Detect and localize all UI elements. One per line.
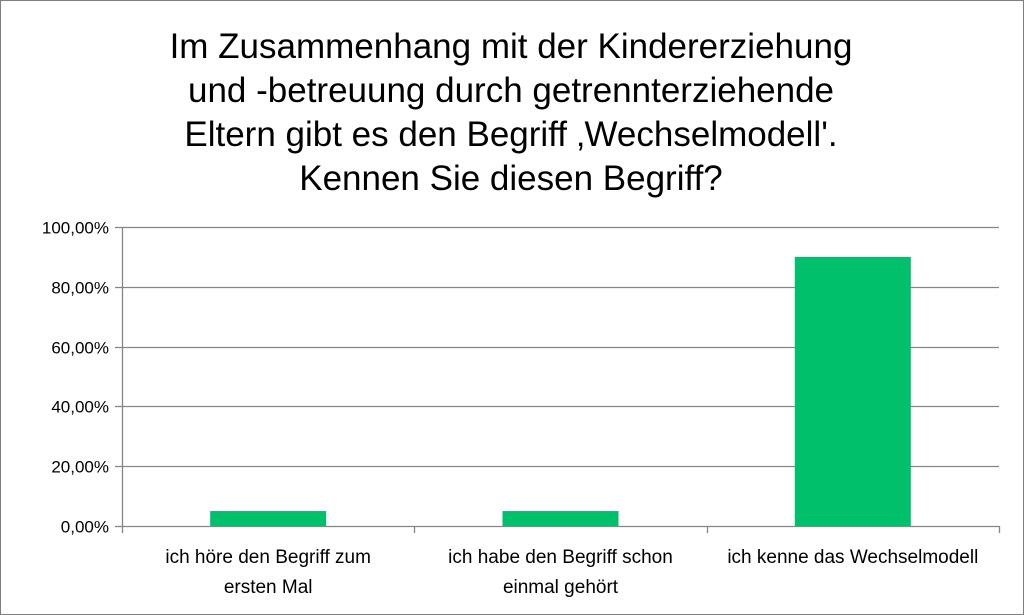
- chart-title: Im Zusammenhang mit der Kindererziehung …: [170, 27, 853, 198]
- bar: [210, 511, 327, 526]
- x-tick-label-line: ich habe den Begriff schon: [448, 547, 673, 568]
- y-tick-label: 0,00%: [61, 518, 109, 537]
- x-tick-label: ich höre den Begriff zum ersten Mal: [165, 547, 371, 598]
- y-tick-label: 60,00%: [51, 339, 109, 358]
- y-tick-label: 100,00%: [42, 219, 109, 238]
- x-axis-tick-labels: ich höre den Begriff zum ersten Mal ich ha…: [165, 547, 978, 598]
- bar: [794, 256, 911, 526]
- chart-title-line: Kennen Sie diesen Begriff?: [299, 159, 723, 198]
- y-axis-tick-labels: 0,00% 20,00% 40,00% 60,00% 80,00% 100,00%: [42, 219, 109, 537]
- y-tick-label: 80,00%: [51, 279, 109, 298]
- x-tick-label-line: einmal gehört: [503, 577, 619, 598]
- chart-title-line: Eltern gibt es den Begriff ‚Wechselmodel…: [184, 115, 837, 154]
- x-tick-label: ich habe den Begriff schon einmal gehört: [448, 547, 673, 598]
- bars: [210, 256, 911, 526]
- y-tick-label: 20,00%: [51, 458, 109, 477]
- chart-title-line: und -betreuung durch getrennterziehende: [188, 71, 834, 110]
- x-tick-label-line: ich höre den Begriff zum: [165, 547, 371, 568]
- axes: [115, 226, 1001, 533]
- x-tick-label-line: ich kenne das Wechselmodell: [727, 547, 978, 568]
- chart-title-line: Im Zusammenhang mit der Kindererziehung: [170, 27, 853, 66]
- x-tick-label-line: ersten Mal: [224, 577, 313, 598]
- y-tick-label: 40,00%: [51, 398, 109, 417]
- bar: [502, 511, 619, 526]
- x-tick-label: ich kenne das Wechselmodell: [727, 547, 978, 568]
